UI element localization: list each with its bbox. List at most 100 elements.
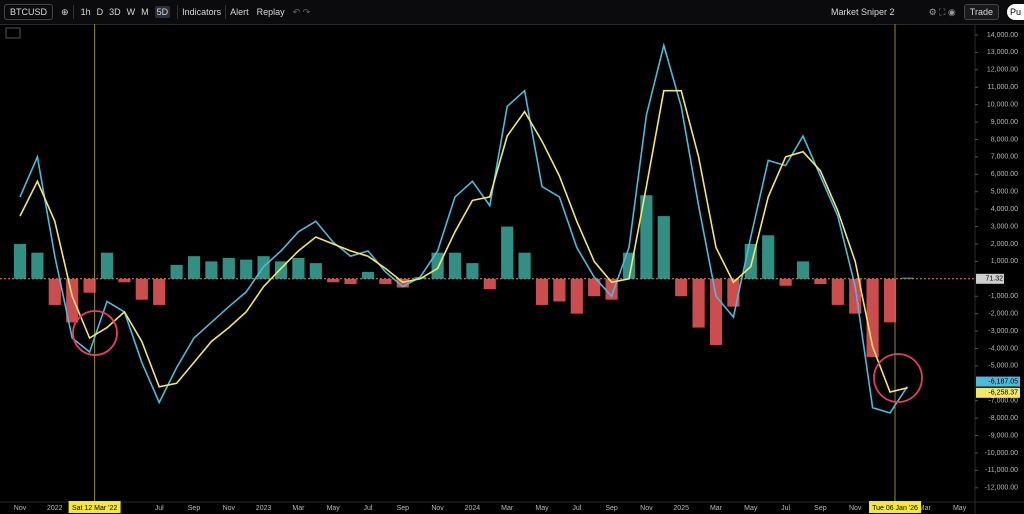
interval[interactable]: 5D xyxy=(154,6,171,18)
histogram-bar xyxy=(709,278,723,345)
histogram-bar xyxy=(118,278,131,283)
x-tick-label: May xyxy=(535,505,549,512)
symbol[interactable]: BTCUSD xyxy=(4,4,54,20)
crosshair-label-bg xyxy=(869,501,921,513)
price-label: 71.32 xyxy=(985,276,1003,283)
highlight-circle xyxy=(72,310,118,356)
histogram-bar xyxy=(13,243,27,279)
layout-name[interactable]: Market Sniper 2 xyxy=(831,7,895,17)
x-tick-label: 2023 xyxy=(256,505,272,512)
histogram-bar xyxy=(553,278,566,302)
y-tick-label: 12,000.00 xyxy=(987,67,1018,74)
histogram-bar xyxy=(31,252,44,279)
y-tick-label: 6,000.00 xyxy=(991,171,1018,178)
histogram-bar xyxy=(466,263,479,279)
histogram-bar xyxy=(866,278,879,358)
histogram-bar xyxy=(344,278,357,285)
x-tick-label: Sep xyxy=(814,505,827,512)
histogram-bar xyxy=(222,257,235,279)
x-tick-label: Sep xyxy=(188,505,201,512)
y-tick-label: -3,000.00 xyxy=(988,328,1018,335)
y-tick-label: -11,000.00 xyxy=(985,467,1018,474)
histogram-bar xyxy=(396,278,409,288)
histogram-bar xyxy=(135,278,148,300)
histogram-bar xyxy=(309,263,322,279)
x-tick-label: Mar xyxy=(710,505,723,512)
indicators-button[interactable]: Indicators xyxy=(182,7,222,17)
x-tick-label: Jul xyxy=(155,505,164,512)
x-tick-label: Nov xyxy=(431,505,444,512)
chart: 14,000.00 13,000.00 12,000.00 11,000.00 10,0… xyxy=(0,24,1024,514)
histogram-bar xyxy=(779,278,792,286)
histogram-bar xyxy=(66,278,79,323)
histogram-bar xyxy=(48,278,61,305)
line-series xyxy=(19,42,909,414)
undo[interactable]: ↶ ↷ xyxy=(292,6,311,17)
x-tick-label: Sep xyxy=(397,505,410,512)
histogram-bar xyxy=(292,257,305,279)
x-tick-label: Mar xyxy=(919,505,932,512)
icon[interactable]: ⊕ xyxy=(61,6,69,17)
histogram-bar xyxy=(501,226,514,279)
x-tick-label: Mar xyxy=(501,505,514,512)
histogram-bar xyxy=(153,278,166,305)
histogram-bar xyxy=(640,195,653,279)
y-tick-label: 7,000.00 xyxy=(991,154,1018,161)
interval[interactable]: M xyxy=(141,7,149,17)
y-tick-label: 10,000.00 xyxy=(987,101,1018,108)
alert-button[interactable]: Alert xyxy=(230,7,249,17)
histogram-bar xyxy=(483,278,496,290)
histogram-bar xyxy=(692,278,705,328)
x-tick-label: 2025 xyxy=(673,505,689,512)
intervals: 1h D 3D W M 5D xyxy=(78,6,174,18)
y-tick-label: -7,000.00 xyxy=(988,398,1018,405)
histogram-bar xyxy=(901,277,914,279)
histogram-bar xyxy=(883,278,897,323)
x-tick-label: May xyxy=(327,505,341,512)
histogram-bar xyxy=(100,252,114,279)
histogram-bar xyxy=(240,259,253,279)
y-tick-label: 8,000.00 xyxy=(991,136,1018,143)
x-tick-label: Jul xyxy=(572,505,581,512)
y-tick-label: 1,000.00 xyxy=(991,258,1018,265)
histogram-bar xyxy=(535,278,549,305)
y-tick-label: -8,000.00 xyxy=(988,415,1018,422)
separator xyxy=(225,5,227,19)
icons[interactable]: ⚙ ⛶ ◉ xyxy=(928,6,956,17)
histogram-bar xyxy=(831,278,844,305)
histogram-bar xyxy=(205,261,218,279)
y-tick-label: 5,000.00 xyxy=(991,189,1018,196)
price-label: -6,187.05 xyxy=(988,378,1018,385)
y-tick-label: -2,000.00 xyxy=(988,310,1018,317)
x-tick-label: Nov xyxy=(640,505,653,512)
histogram-bar xyxy=(361,271,375,279)
trade-button[interactable]: Trade xyxy=(963,4,999,20)
interval[interactable]: 1h xyxy=(80,7,91,17)
y-tick-label: -1,000.00 xyxy=(988,293,1018,300)
histogram-bar xyxy=(187,256,201,279)
interval[interactable]: D xyxy=(96,7,104,17)
x-tick-label: Nov xyxy=(849,505,862,512)
replay-button[interactable]: Replay xyxy=(256,7,285,17)
y-tick-label: 3,000.00 xyxy=(991,223,1018,230)
separator xyxy=(72,5,74,19)
y-tick-label: -5,000.00 xyxy=(988,363,1018,370)
histogram-bar xyxy=(431,252,444,279)
interval[interactable]: 3D xyxy=(109,7,121,17)
y-tick-label: 11,000.00 xyxy=(987,84,1018,91)
histogram-bar xyxy=(448,252,462,279)
histogram-bar xyxy=(796,261,810,279)
y-tick-label: 14,000.00 xyxy=(987,32,1018,39)
price-label-bg xyxy=(976,273,1004,284)
crosshair-label: Tue 06 Jan '26 xyxy=(872,505,918,512)
price-label-bg xyxy=(976,376,1020,387)
interval[interactable]: W xyxy=(126,7,136,17)
publish-button[interactable]: Pu xyxy=(1006,4,1024,20)
histogram-bar xyxy=(327,278,340,283)
crosshair-label-bg xyxy=(68,501,121,513)
histogram-bar xyxy=(379,278,392,285)
histogram-bar xyxy=(83,278,96,293)
histogram-bar xyxy=(605,278,618,300)
collapse-button xyxy=(5,27,21,39)
